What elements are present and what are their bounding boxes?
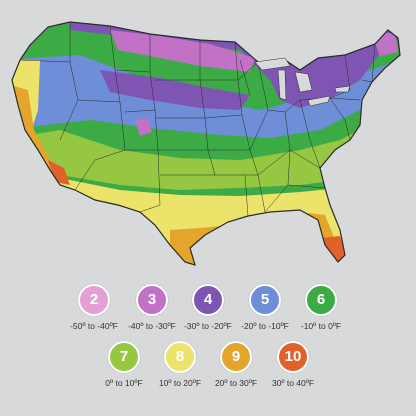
zone-10-area-florida	[322, 236, 348, 264]
legend-zone-3: 3 -40º to -30ºF	[112, 284, 192, 331]
zone-3-circle: 3	[136, 284, 168, 316]
zone-7-range: 0º to 10ºF	[105, 378, 143, 388]
lake-superior	[254, 57, 291, 71]
legend-zone-7: 7 0º to 10ºF	[84, 341, 164, 388]
zone-9-range: 20º to 30ºF	[214, 378, 258, 388]
lake-huron	[294, 71, 313, 93]
state-borders	[19, 22, 376, 217]
zone-9-circle: 9	[220, 341, 252, 373]
legend-row-2: 7 0º to 10ºF 8 10º to 20ºF 9 20º to 30ºF…	[0, 341, 416, 391]
zone-7-area	[12, 120, 400, 190]
zone-5-range: -20º to -10ºF	[241, 321, 289, 331]
zone-4-range: -30º to -20ºF	[184, 321, 232, 331]
zone-4-circle: 4	[192, 284, 224, 316]
legend-row-1: 2 -50º to -40ºF 3 -40º to -30ºF 4 -30º t…	[0, 284, 416, 334]
legend-zone-6: 6 -10º to 0ºF	[281, 284, 361, 331]
zone-bands	[12, 22, 400, 265]
zone-2-circle: 2	[78, 284, 110, 316]
zone-5-circle: 5	[249, 284, 281, 316]
great-lakes	[254, 57, 351, 107]
legend-zone-4: 4 -30º to -20ºF	[168, 284, 248, 331]
legend-zone-5: 5 -20º to -10ºF	[225, 284, 305, 331]
zone-3-range: -40º to -30ºF	[128, 321, 176, 331]
legend-zone-9: 9 20º to 30ºF	[196, 341, 276, 388]
zone-4-area-plains	[100, 70, 250, 110]
zone-8-circle: 8	[164, 341, 196, 373]
zone-10-area-socal	[48, 160, 70, 185]
zone-2-range: -50º to -40ºF	[70, 321, 118, 331]
hardiness-zone-map	[11, 21, 401, 266]
lake-michigan	[277, 69, 287, 101]
legend-zone-8: 8 10º to 20ºF	[140, 341, 220, 388]
zone-8-range: 10º to 20ºF	[158, 378, 202, 388]
zone-7-circle: 7	[108, 341, 140, 373]
lake-ontario	[334, 85, 351, 93]
zone-10-circle: 10	[277, 341, 309, 373]
zone-6-circle: 6	[305, 284, 337, 316]
legend-zone-10: 10 30º to 40ºF	[253, 341, 333, 388]
zone-3-area	[110, 30, 255, 72]
lake-erie	[307, 95, 331, 107]
zone-10-range: 30º to 40ºF	[271, 378, 315, 388]
zone-3-area-rockies	[135, 118, 152, 136]
zone-6-range: -10º to 0ºF	[300, 321, 342, 331]
usa-map-svg	[11, 21, 401, 266]
legend-zone-2: 2 -50º to -40ºF	[54, 284, 134, 331]
